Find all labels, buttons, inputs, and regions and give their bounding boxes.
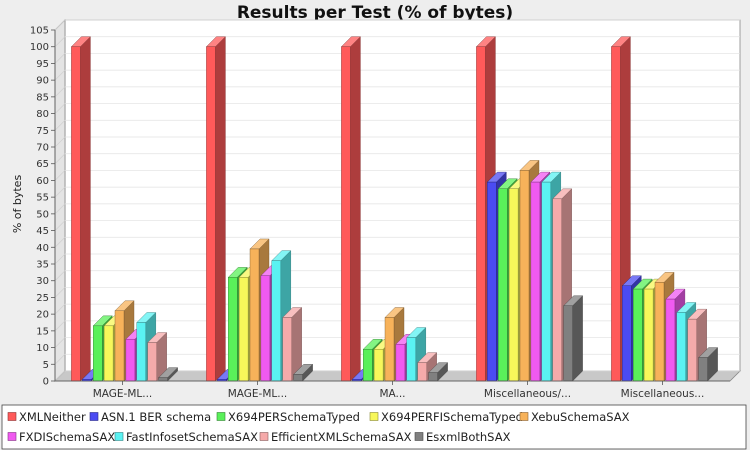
legend-swatch bbox=[259, 432, 269, 441]
y-tick-label: 5 bbox=[43, 360, 49, 371]
bar bbox=[293, 363, 314, 382]
legend-item: XebuSchemaSAX bbox=[519, 410, 630, 424]
plot-area: 0 5 10 15 20 25 30 35 40 45 50 55 60 65 70 75 80 85 90 95 10… bbox=[30, 19, 741, 400]
gridline-side bbox=[54, 19, 66, 31]
y-tick-label: 105 bbox=[30, 26, 49, 37]
bar-group bbox=[340, 36, 449, 382]
bar bbox=[147, 332, 168, 382]
gridline-side bbox=[54, 303, 66, 315]
chart-title: Results per Test (% of bytes) bbox=[237, 3, 513, 23]
gridline-side bbox=[54, 354, 66, 365]
legend-item: XMLNeither bbox=[7, 410, 86, 424]
y-tick-label: 95 bbox=[36, 59, 49, 70]
x-tick-label: MA... bbox=[379, 388, 405, 400]
legend-item: EsxmlBothSAX bbox=[414, 430, 511, 444]
x-tick-label: MAGE-ML... bbox=[93, 388, 153, 400]
gridline-side bbox=[54, 36, 66, 47]
gridline-side bbox=[54, 253, 66, 265]
bar-group bbox=[610, 36, 719, 382]
y-tick-label: 40 bbox=[36, 243, 49, 254]
legend-item: ASN.1 BER schema bbox=[89, 410, 211, 424]
y-tick-label: 15 bbox=[36, 326, 49, 337]
y-tick-label: 75 bbox=[36, 126, 49, 137]
legend-label: XebuSchemaSAX bbox=[531, 410, 630, 424]
y-tick-label: 35 bbox=[36, 260, 49, 271]
legend-swatch bbox=[7, 432, 17, 441]
y-tick-label: 20 bbox=[36, 310, 49, 321]
y-tick-label: 0 bbox=[43, 377, 49, 388]
gridline-side bbox=[54, 237, 66, 248]
gridline-side bbox=[54, 153, 66, 164]
y-tick-label: 45 bbox=[36, 226, 49, 237]
bar bbox=[563, 295, 584, 382]
gridline-side bbox=[54, 86, 66, 98]
gridline-side bbox=[54, 203, 66, 215]
gridline-side bbox=[54, 220, 66, 231]
legend-label: EfficientXMLSchemaSAX bbox=[271, 430, 412, 444]
bar-group bbox=[475, 36, 584, 382]
legend-item: FastInfosetSchemaSAX bbox=[114, 430, 258, 444]
legend-item: X694PERFISchemaTyped bbox=[369, 410, 523, 424]
plot-side-wall bbox=[54, 19, 66, 382]
gridline-side bbox=[54, 337, 66, 348]
legend-label: FastInfosetSchemaSAX bbox=[126, 430, 258, 444]
y-tick-label: 30 bbox=[36, 276, 49, 287]
y-tick-label: 70 bbox=[36, 143, 49, 154]
x-tick-label: MAGE-ML... bbox=[228, 388, 288, 400]
x-tick-label: Miscellaneous/... bbox=[484, 388, 571, 400]
legend-item: FXDISchemaSAX bbox=[7, 430, 115, 444]
gridline-side bbox=[54, 69, 66, 81]
y-tick-label: 80 bbox=[36, 109, 49, 120]
legend-item: X694PERSchemaTyped bbox=[216, 410, 360, 424]
gridline-side bbox=[54, 370, 66, 382]
y-tick-label: 65 bbox=[36, 159, 49, 170]
gridline-side bbox=[54, 136, 66, 148]
bar-group bbox=[205, 36, 314, 382]
bar bbox=[428, 362, 449, 382]
legend-label: FXDISchemaSAX bbox=[19, 430, 115, 444]
x-tick-label: Miscellaneous... bbox=[621, 388, 705, 400]
y-tick-label: 90 bbox=[36, 76, 49, 87]
legend-label: EsxmlBothSAX bbox=[426, 430, 511, 444]
legend: XMLNeither ASN.1 BER schema X694PERSchemaT… bbox=[1, 404, 747, 450]
gridline-side bbox=[54, 186, 66, 198]
y-tick-label: 25 bbox=[36, 293, 49, 304]
gridline-side bbox=[54, 103, 66, 114]
gridline-side bbox=[54, 320, 66, 332]
gridline-side bbox=[54, 287, 66, 298]
legend-item: EfficientXMLSchemaSAX bbox=[259, 430, 412, 444]
legend-swatch bbox=[369, 412, 379, 421]
legend-swatch bbox=[519, 412, 529, 421]
gridline-side bbox=[54, 270, 66, 281]
bar bbox=[70, 36, 91, 382]
gridline-side bbox=[54, 120, 66, 131]
gridline-side bbox=[54, 170, 66, 181]
y-tick-label: 55 bbox=[36, 193, 49, 204]
legend-swatch bbox=[89, 412, 99, 421]
legend-label: X694PERFISchemaTyped bbox=[381, 410, 523, 424]
legend-label: X694PERSchemaTyped bbox=[228, 410, 360, 424]
bar bbox=[698, 347, 719, 382]
bar bbox=[205, 36, 226, 382]
y-tick-label: 50 bbox=[36, 209, 49, 220]
legend-swatch bbox=[216, 412, 226, 421]
bar bbox=[158, 367, 179, 382]
bar bbox=[340, 36, 361, 382]
legend-swatch bbox=[114, 432, 124, 441]
gridline-side bbox=[54, 53, 66, 64]
legend-swatch bbox=[414, 432, 424, 441]
y-tick-label: 10 bbox=[36, 343, 49, 354]
y-tick-label: 60 bbox=[36, 176, 49, 187]
legend-label: XMLNeither bbox=[19, 410, 86, 424]
y-tick-label: 100 bbox=[30, 42, 49, 53]
y-tick-label: 85 bbox=[36, 92, 49, 103]
y-axis-title: % of bytes bbox=[11, 175, 24, 234]
legend-label: ASN.1 BER schema bbox=[101, 410, 211, 424]
legend-swatch bbox=[7, 412, 17, 421]
